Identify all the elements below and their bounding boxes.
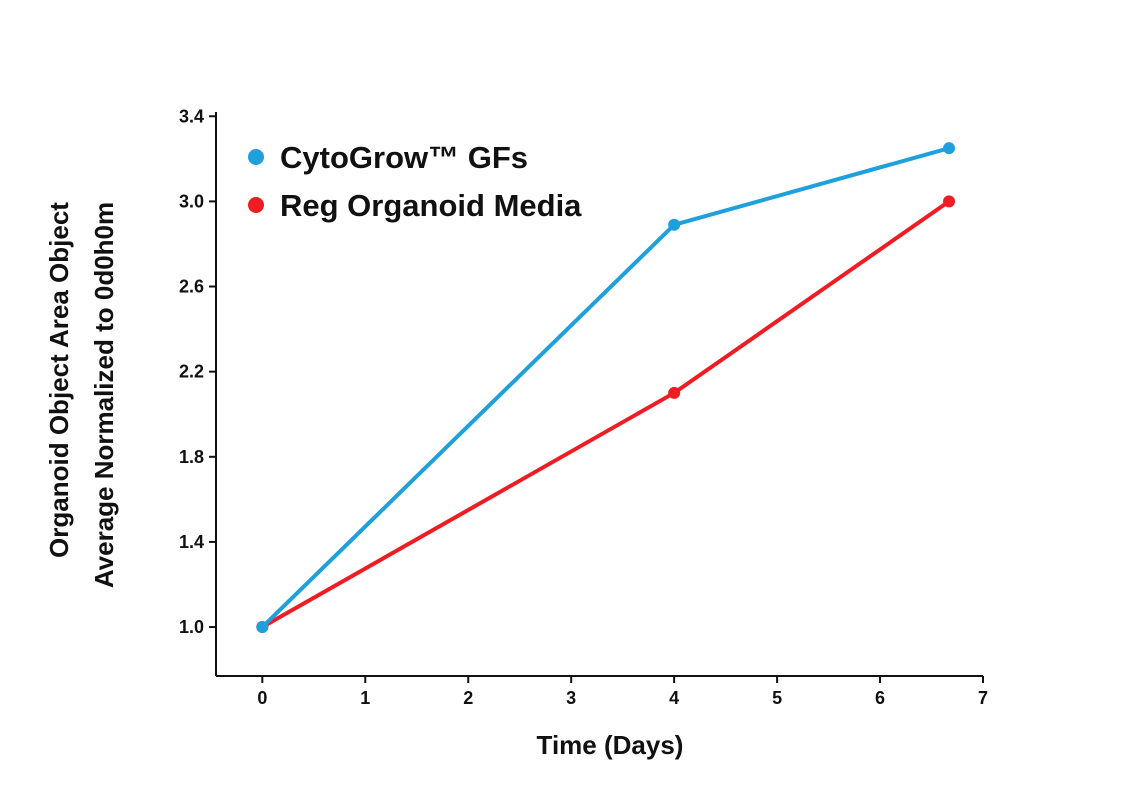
- legend-label: CytoGrow™ GFs: [280, 140, 528, 175]
- x-tick-label: 0: [257, 688, 267, 708]
- y-tick-label: 1.8: [179, 447, 204, 467]
- y-tick-label: 1.4: [179, 532, 204, 552]
- data-point: [668, 218, 681, 231]
- series-1: [256, 142, 956, 634]
- legend: CytoGrow™ GFs Reg Organoid Media: [248, 140, 582, 223]
- y-tick-label: 2.2: [179, 362, 204, 382]
- data-point: [943, 142, 956, 155]
- series-2: [256, 195, 956, 634]
- series-layer: [256, 142, 956, 634]
- x-tick-label: 1: [360, 688, 370, 708]
- x-tick-label: 3: [566, 688, 576, 708]
- y-axis-title-line-2: Average Normalized to 0d0h0m: [89, 202, 119, 588]
- series-line: [261, 199, 951, 629]
- x-tick-label: 4: [669, 688, 679, 708]
- legend-marker: [248, 197, 264, 213]
- x-tick-label: 5: [772, 688, 782, 708]
- data-point: [943, 195, 956, 208]
- y-tick-label: 3.0: [179, 191, 204, 211]
- axes: 0 1 2 3 4 5 6 7 1.0 1.4 1.8 2.2 2.6 3.0 3.4: [179, 106, 988, 708]
- x-axis-title: Time (Days): [537, 730, 684, 760]
- x-tick-label: 2: [463, 688, 473, 708]
- y-axis-title-line-1: Organoid Object Area Object: [44, 202, 74, 558]
- y-tick-label: 3.4: [179, 106, 204, 126]
- legend-marker: [248, 149, 264, 165]
- data-point: [256, 621, 269, 634]
- data-point: [668, 386, 681, 399]
- y-tick-label: 2.6: [179, 277, 204, 297]
- y-tick-label: 1.0: [179, 617, 204, 637]
- x-tick-label: 7: [978, 688, 988, 708]
- x-tick-label: 6: [875, 688, 885, 708]
- legend-label: Reg Organoid Media: [280, 188, 582, 223]
